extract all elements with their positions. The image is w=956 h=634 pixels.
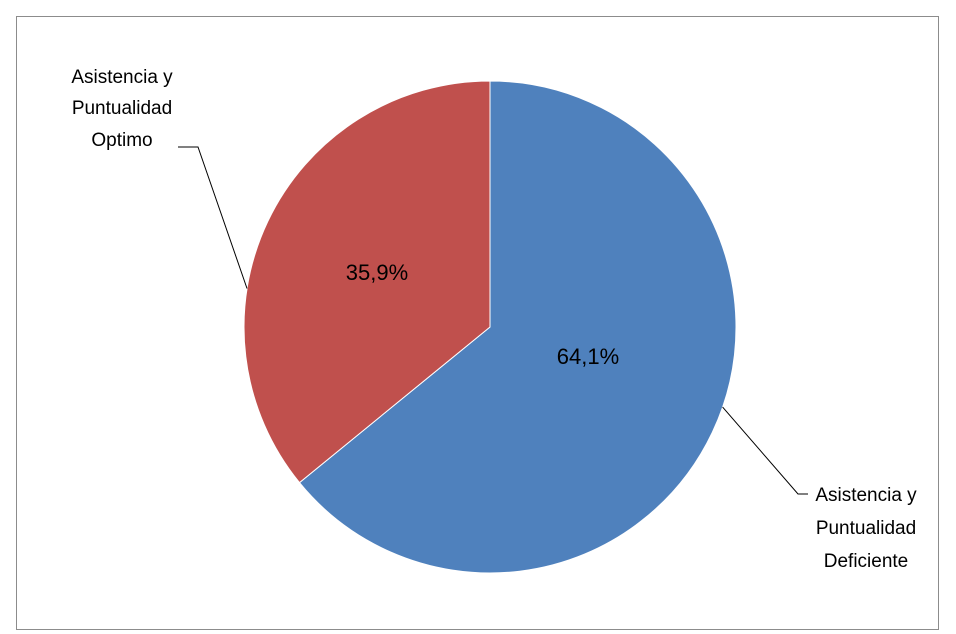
pie-slice-1 bbox=[298, 80, 737, 574]
pie-slice-2 bbox=[243, 80, 491, 484]
slice-value-label-1: 64,1% bbox=[557, 344, 619, 369]
category-label-2-line-2: Puntualidad bbox=[72, 98, 172, 119]
slice-value-label-2: 35,9% bbox=[346, 260, 408, 285]
category-label-2-line-1: Asistencia y bbox=[71, 67, 173, 88]
leader-line-1 bbox=[722, 406, 808, 495]
category-label-1-line-2: Puntualidad bbox=[816, 518, 916, 539]
category-label-1-line-3: Deficiente bbox=[824, 551, 909, 572]
category-label-1-line-1: Asistencia y bbox=[815, 485, 917, 506]
category-label-2-line-3: Optimo bbox=[91, 130, 152, 151]
leader-line-2 bbox=[178, 146, 248, 289]
